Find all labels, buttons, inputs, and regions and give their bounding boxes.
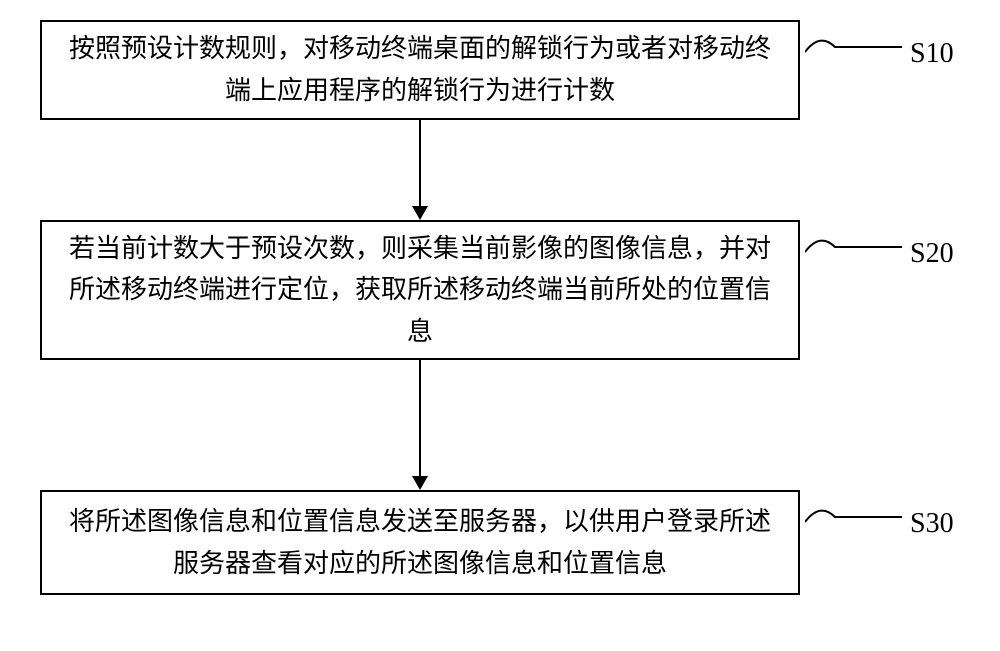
node-text-s30: 将所述图像信息和位置信息发送至服务器，以供用户登录所述服务器查看对应的所述图像信…: [62, 501, 778, 584]
node-label-s10: S10: [910, 38, 954, 70]
edge-line-1: [419, 360, 421, 478]
edge-arrowhead-0: [412, 206, 428, 220]
flowchart-node-s10: 按照预设计数规则，对移动终端桌面的解锁行为或者对移动终端上应用程序的解锁行为进行…: [40, 20, 800, 120]
flowchart-node-s30: 将所述图像信息和位置信息发送至服务器，以供用户登录所述服务器查看对应的所述图像信…: [40, 490, 800, 595]
flowchart-node-s20: 若当前计数大于预设次数，则采集当前影像的图像信息，并对所述移动终端进行定位，获取…: [40, 220, 800, 360]
flowchart-container: 按照预设计数规则，对移动终端桌面的解锁行为或者对移动终端上应用程序的解锁行为进行…: [40, 20, 960, 630]
brace-0: [805, 27, 902, 67]
node-label-s20: S20: [910, 238, 954, 270]
edge-line-0: [419, 120, 421, 208]
edge-arrowhead-1: [412, 476, 428, 490]
node-text-s10: 按照预设计数规则，对移动终端桌面的解锁行为或者对移动终端上应用程序的解锁行为进行…: [62, 28, 778, 111]
node-text-s20: 若当前计数大于预设次数，则采集当前影像的图像信息，并对所述移动终端进行定位，获取…: [62, 228, 778, 353]
node-label-s30: S30: [910, 508, 954, 540]
brace-2: [805, 497, 902, 537]
brace-1: [805, 227, 902, 267]
